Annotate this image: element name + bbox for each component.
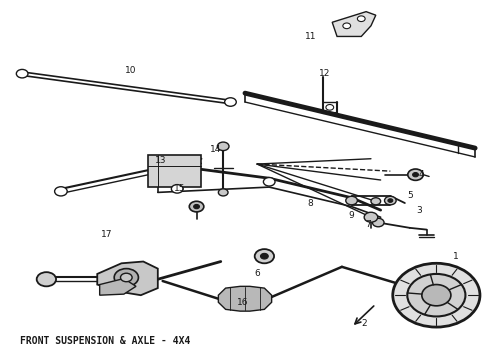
Text: 10: 10	[125, 66, 137, 75]
Circle shape	[364, 212, 378, 222]
Text: 3: 3	[416, 206, 422, 215]
Circle shape	[408, 169, 423, 180]
Circle shape	[16, 69, 28, 78]
Circle shape	[343, 23, 351, 29]
Text: 9: 9	[349, 211, 354, 220]
Text: 7: 7	[366, 220, 371, 229]
Text: 11: 11	[305, 32, 316, 41]
Circle shape	[372, 218, 384, 227]
Text: 2: 2	[361, 319, 367, 328]
Text: 1: 1	[453, 252, 459, 261]
Polygon shape	[332, 12, 376, 36]
Circle shape	[189, 201, 204, 212]
Circle shape	[357, 16, 365, 22]
Text: FRONT SUSPENSION & AXLE - 4X4: FRONT SUSPENSION & AXLE - 4X4	[20, 336, 190, 346]
Text: 8: 8	[308, 198, 313, 207]
Circle shape	[54, 187, 67, 196]
Circle shape	[219, 189, 228, 196]
Bar	[148, 155, 201, 187]
Circle shape	[407, 274, 466, 316]
Circle shape	[121, 273, 132, 282]
Text: 6: 6	[254, 269, 260, 278]
Text: 4: 4	[419, 170, 425, 179]
Circle shape	[388, 199, 393, 202]
Circle shape	[255, 249, 274, 263]
Text: 15: 15	[174, 184, 185, 193]
Circle shape	[393, 263, 480, 327]
Polygon shape	[99, 279, 136, 295]
Circle shape	[385, 196, 396, 205]
Circle shape	[371, 198, 381, 205]
Circle shape	[224, 98, 236, 106]
Circle shape	[413, 172, 418, 177]
Text: 5: 5	[407, 192, 413, 201]
Text: 16: 16	[237, 298, 248, 307]
Circle shape	[264, 177, 275, 186]
Text: 12: 12	[319, 69, 331, 78]
Circle shape	[346, 196, 357, 205]
Text: 14: 14	[210, 145, 221, 154]
Circle shape	[172, 185, 183, 193]
Circle shape	[194, 204, 199, 209]
Circle shape	[37, 272, 56, 286]
Circle shape	[422, 284, 451, 306]
Text: 13: 13	[154, 156, 166, 165]
Polygon shape	[219, 286, 271, 311]
Text: 17: 17	[101, 230, 113, 239]
Circle shape	[114, 269, 138, 286]
Circle shape	[261, 253, 268, 259]
Circle shape	[218, 142, 229, 150]
Circle shape	[326, 104, 334, 110]
Polygon shape	[97, 261, 158, 295]
